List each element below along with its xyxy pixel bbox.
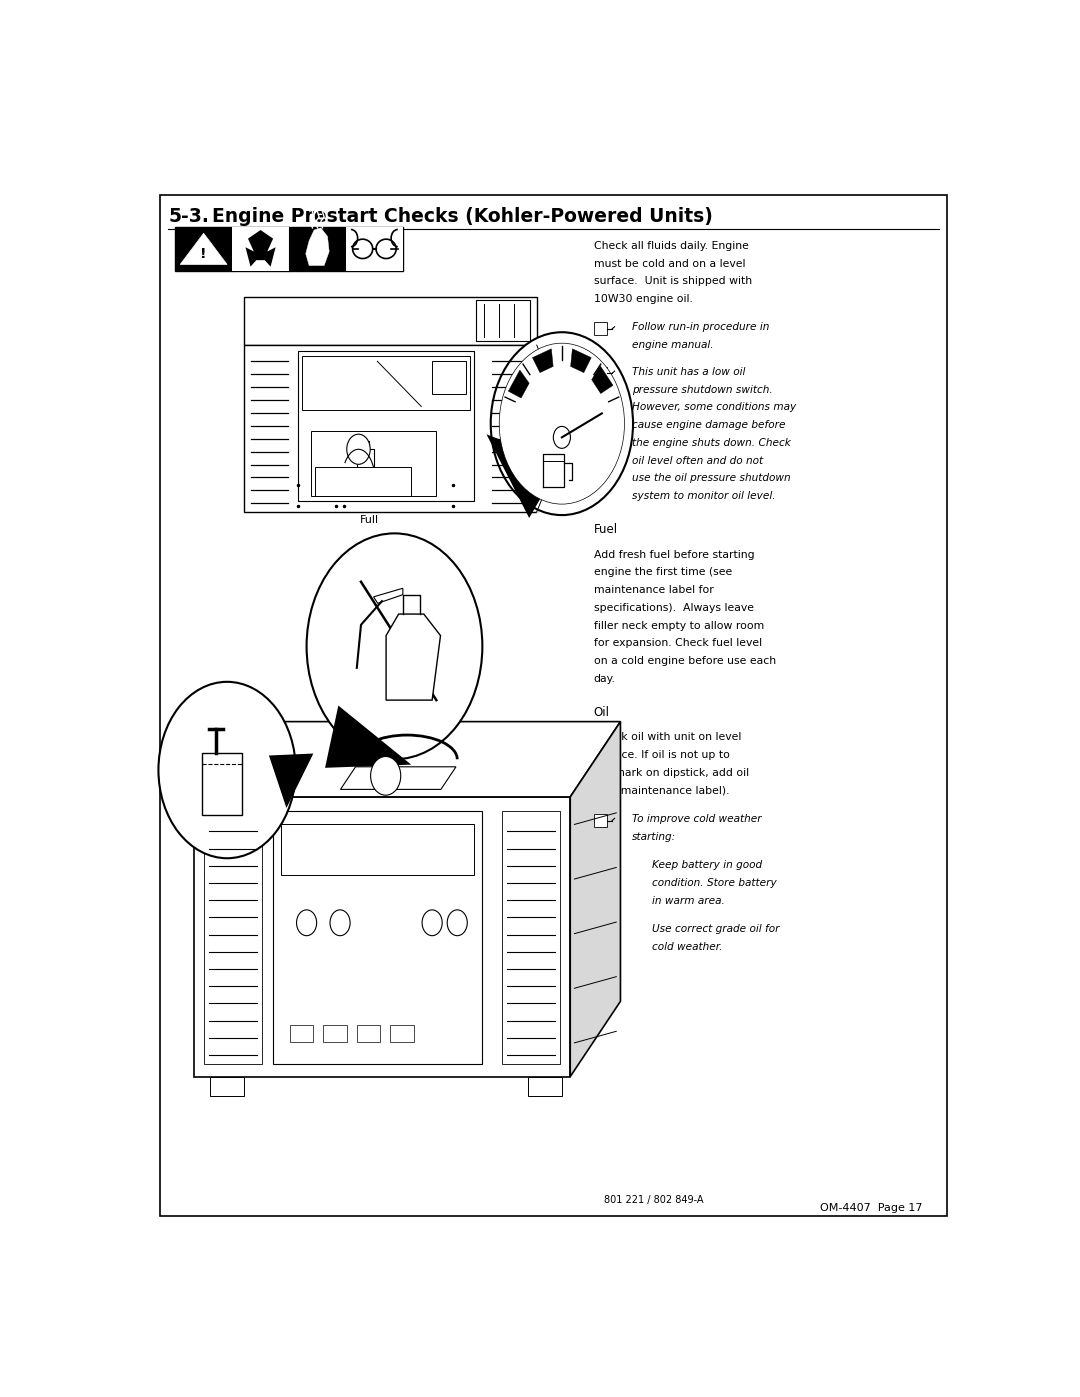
Text: cold weather.: cold weather. <box>652 942 723 951</box>
Circle shape <box>347 434 370 464</box>
Polygon shape <box>532 349 553 373</box>
Text: (see maintenance label).: (see maintenance label). <box>594 785 729 796</box>
Polygon shape <box>325 705 411 768</box>
Text: oil level often and do not: oil level often and do not <box>632 455 764 465</box>
Bar <box>432 362 465 394</box>
Text: condition. Store battery: condition. Store battery <box>652 877 777 888</box>
Polygon shape <box>570 722 620 1077</box>
Text: starting:: starting: <box>632 831 676 842</box>
Bar <box>232 226 289 271</box>
Bar <box>356 1025 380 1042</box>
Text: Oil: Oil <box>594 705 610 719</box>
Text: !: ! <box>201 247 207 261</box>
Polygon shape <box>193 796 570 1077</box>
Text: Keep battery in good: Keep battery in good <box>652 861 762 870</box>
Text: must be cold and on a level: must be cold and on a level <box>594 258 745 268</box>
Text: on a cold engine before use each: on a cold engine before use each <box>594 657 775 666</box>
Polygon shape <box>374 588 403 604</box>
Bar <box>175 226 403 271</box>
Bar <box>311 432 436 496</box>
Polygon shape <box>193 722 620 796</box>
Bar <box>244 345 537 511</box>
Bar <box>594 367 607 380</box>
Circle shape <box>159 682 296 858</box>
Ellipse shape <box>376 239 396 258</box>
Polygon shape <box>180 233 227 264</box>
Text: the engine shuts down. Check: the engine shuts down. Check <box>632 437 791 448</box>
Bar <box>289 1025 313 1042</box>
Text: Use correct grade oil for: Use correct grade oil for <box>652 925 780 935</box>
Text: Full: Full <box>360 514 379 525</box>
Circle shape <box>499 344 624 504</box>
Text: To improve cold weather: To improve cold weather <box>632 814 761 824</box>
Circle shape <box>490 332 633 515</box>
Text: engine manual.: engine manual. <box>632 341 714 351</box>
Text: full mark on dipstick, add oil: full mark on dipstick, add oil <box>594 768 748 778</box>
Polygon shape <box>509 370 529 398</box>
Circle shape <box>297 909 316 936</box>
Bar <box>594 323 607 335</box>
Text: specifications).  Always leave: specifications). Always leave <box>594 604 754 613</box>
Bar <box>282 824 474 876</box>
Polygon shape <box>592 366 613 394</box>
Bar <box>298 351 474 502</box>
Circle shape <box>553 426 570 448</box>
Text: cause engine damage before: cause engine damage before <box>632 420 785 430</box>
Bar <box>323 1025 347 1042</box>
Text: Follow run-in procedure in: Follow run-in procedure in <box>632 323 770 332</box>
Text: Check oil with unit on level: Check oil with unit on level <box>594 732 741 742</box>
Circle shape <box>370 756 401 795</box>
Text: use the oil pressure shutdown: use the oil pressure shutdown <box>632 474 791 483</box>
Bar <box>273 810 483 1063</box>
Circle shape <box>307 534 483 760</box>
Bar <box>346 226 403 271</box>
Text: maintenance label for: maintenance label for <box>594 585 714 595</box>
Text: However, some conditions may: However, some conditions may <box>632 402 796 412</box>
Bar <box>501 810 561 1063</box>
Bar <box>302 356 470 409</box>
Bar <box>594 814 607 827</box>
Text: system to monitor oil level.: system to monitor oil level. <box>632 492 775 502</box>
Polygon shape <box>269 753 313 807</box>
Text: pressure shutdown switch.: pressure shutdown switch. <box>632 384 773 394</box>
Polygon shape <box>306 228 329 265</box>
Polygon shape <box>387 615 441 700</box>
Text: engine the first time (see: engine the first time (see <box>594 567 732 577</box>
Circle shape <box>422 909 442 936</box>
Text: surface. If oil is not up to: surface. If oil is not up to <box>594 750 730 760</box>
Bar <box>211 1077 244 1097</box>
Circle shape <box>330 909 350 936</box>
Text: 10W30 engine oil.: 10W30 engine oil. <box>594 293 692 305</box>
Bar <box>390 1025 414 1042</box>
Text: Engine Prestart Checks (Kohler-Powered Units): Engine Prestart Checks (Kohler-Powered U… <box>212 207 713 226</box>
Bar <box>475 300 530 341</box>
Bar <box>204 810 262 1063</box>
Polygon shape <box>245 231 275 267</box>
Polygon shape <box>486 434 562 518</box>
Text: Full: Full <box>267 754 285 764</box>
Text: Fuel: Fuel <box>594 522 618 536</box>
Text: surface.  Unit is shipped with: surface. Unit is shipped with <box>594 277 752 286</box>
Text: in warm area.: in warm area. <box>652 895 725 905</box>
Bar <box>202 753 242 816</box>
Bar <box>528 1077 562 1097</box>
Bar <box>315 467 411 496</box>
Text: 801 221 / 802 849-A: 801 221 / 802 849-A <box>604 1194 704 1204</box>
Text: day.: day. <box>594 673 616 685</box>
Text: for expansion. Check fuel level: for expansion. Check fuel level <box>594 638 761 648</box>
Bar <box>175 226 232 271</box>
Text: 5-3.: 5-3. <box>168 207 210 226</box>
Text: Check all fluids daily. Engine: Check all fluids daily. Engine <box>594 240 748 251</box>
Circle shape <box>447 909 468 936</box>
Ellipse shape <box>352 239 373 258</box>
Text: filler neck empty to allow room: filler neck empty to allow room <box>594 620 764 630</box>
Polygon shape <box>340 767 456 789</box>
Polygon shape <box>570 349 591 373</box>
Text: Add fresh fuel before starting: Add fresh fuel before starting <box>594 549 754 560</box>
Text: This unit has a low oil: This unit has a low oil <box>632 367 745 377</box>
Text: Gasoline: Gasoline <box>203 869 252 879</box>
Bar <box>289 226 346 271</box>
Text: OM-4407  Page 17: OM-4407 Page 17 <box>821 1203 922 1213</box>
Bar <box>244 296 537 345</box>
